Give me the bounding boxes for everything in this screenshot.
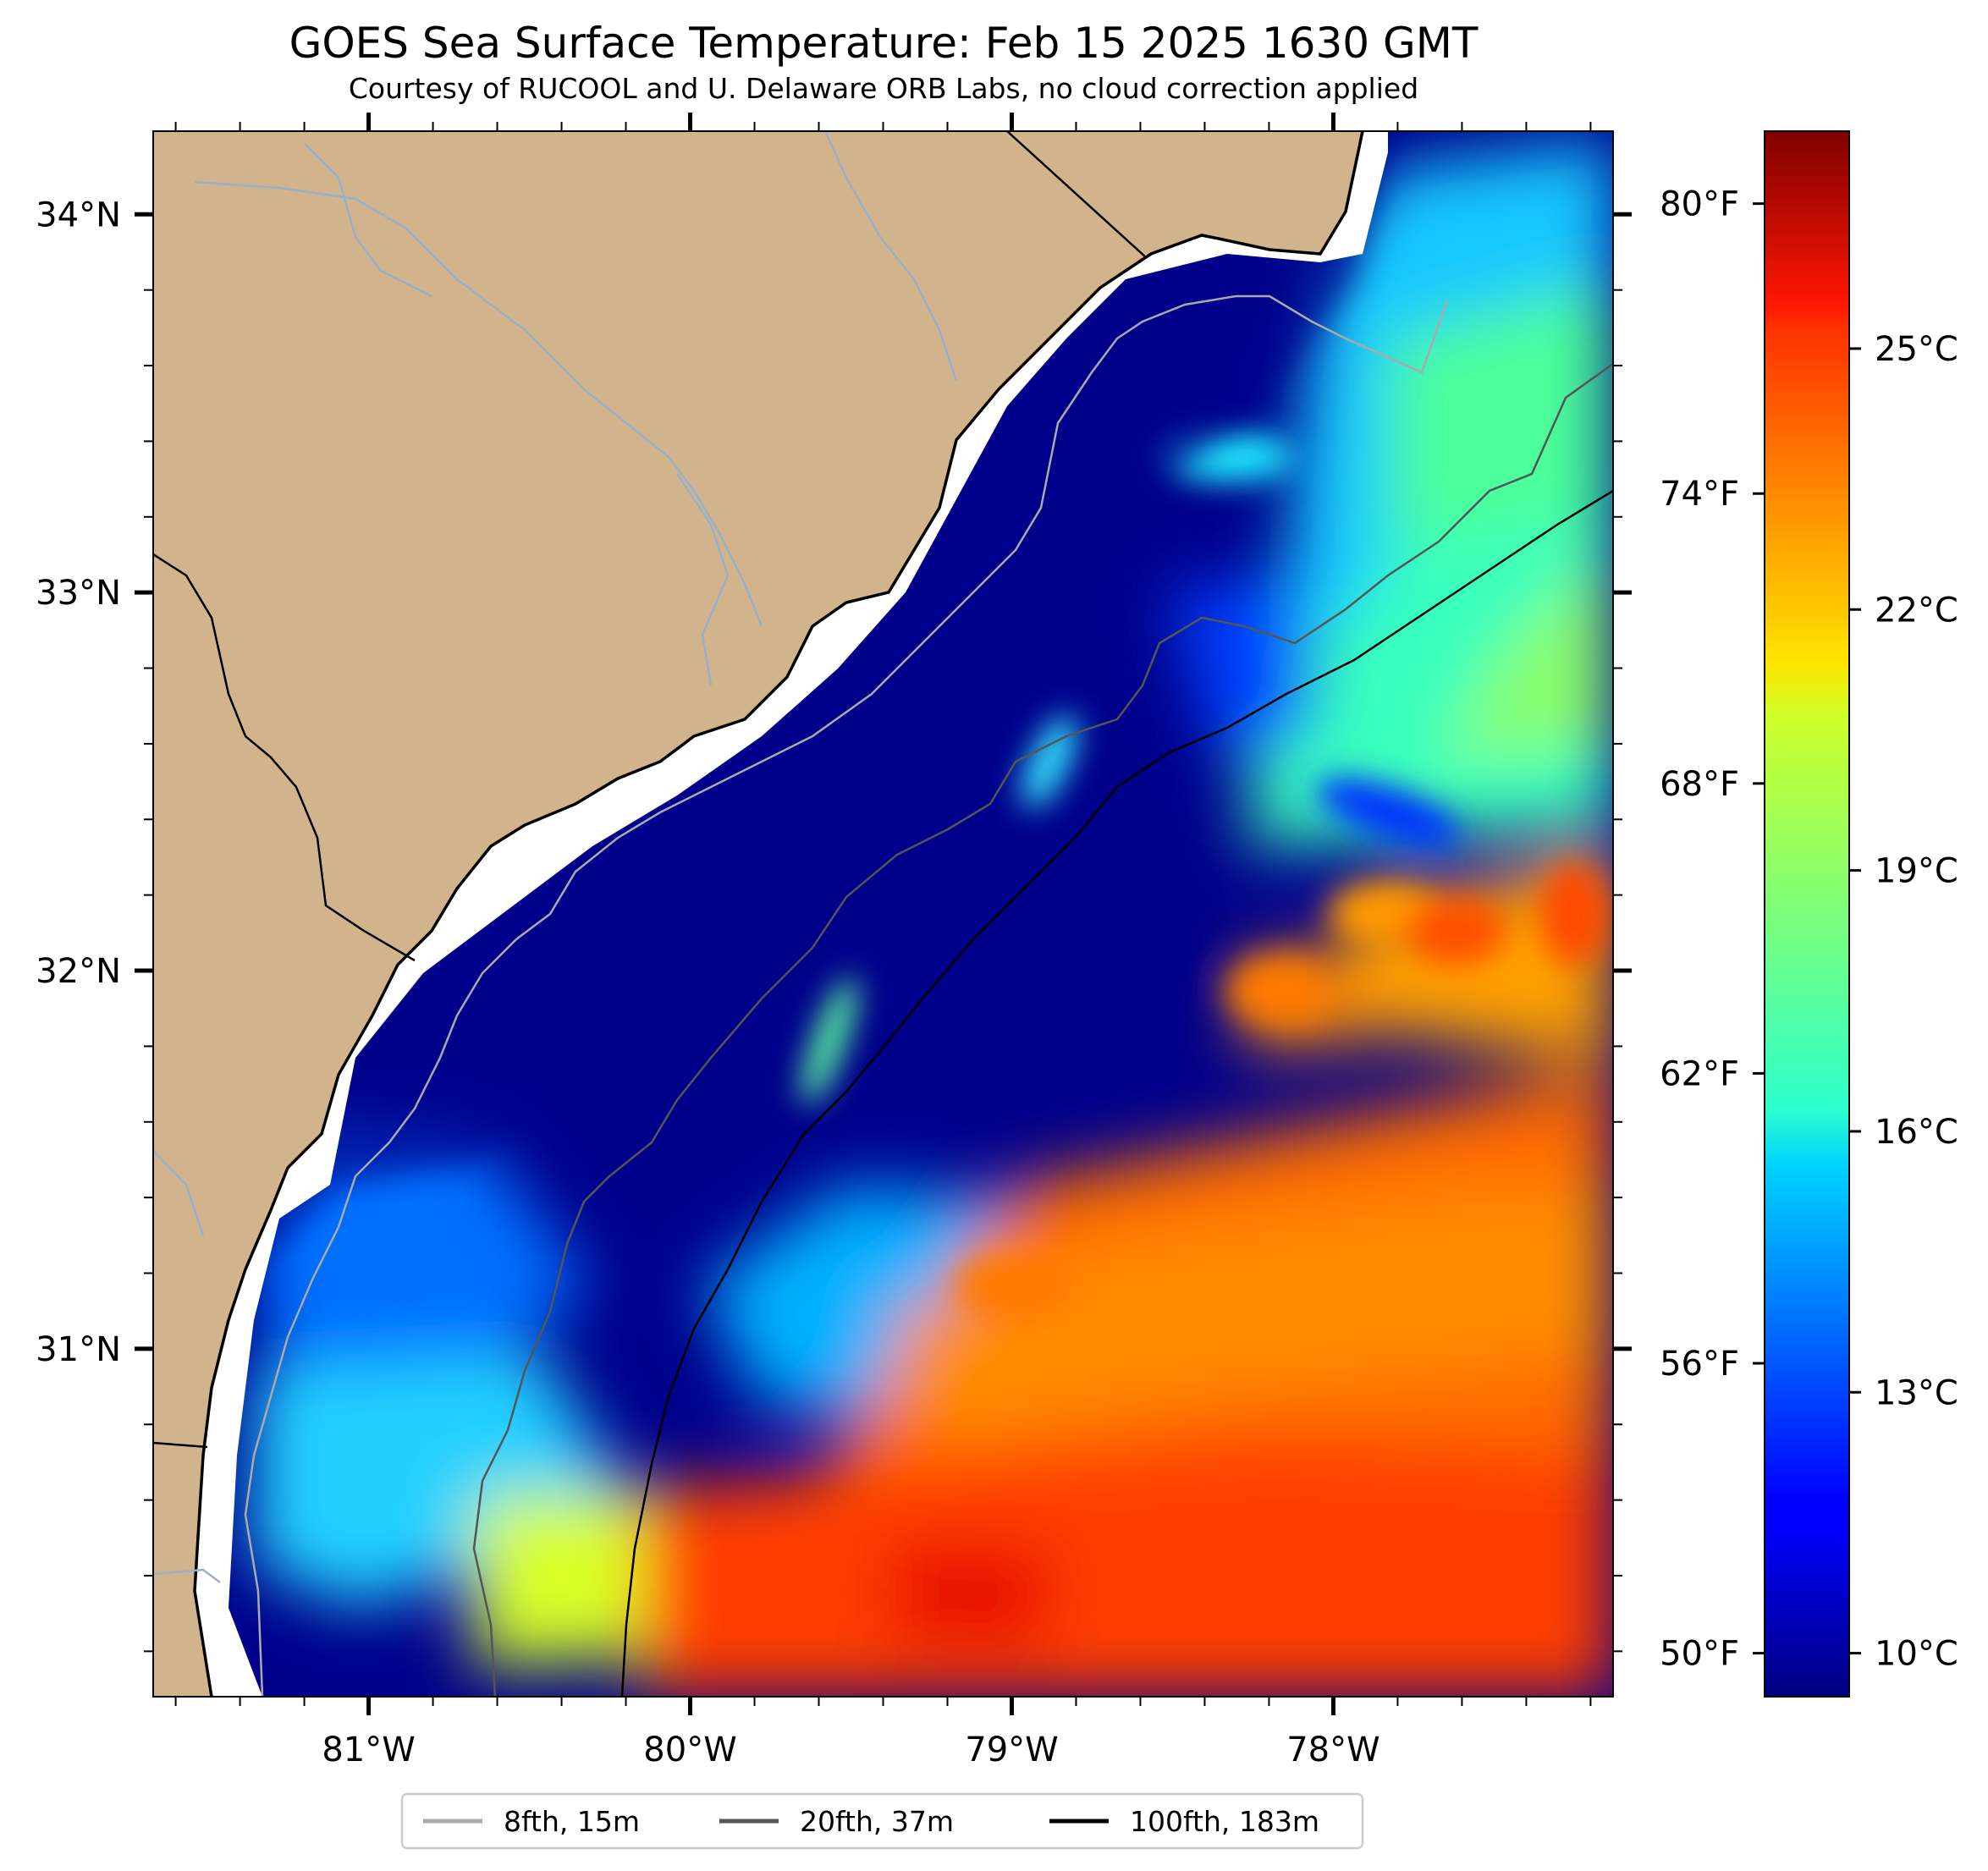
celsius-tick-label: 19°C bbox=[1875, 852, 1958, 891]
celsius-tick-label: 22°C bbox=[1875, 591, 1958, 630]
lon-tick-label: 79°W bbox=[965, 1731, 1058, 1769]
map-subtitle: Courtesy of RUCOOL and U. Delaware ORB L… bbox=[349, 72, 1418, 105]
map-panel bbox=[153, 131, 1613, 1697]
lon-tick-label: 81°W bbox=[322, 1731, 415, 1769]
celsius-tick-label: 16°C bbox=[1875, 1113, 1958, 1152]
lon-tick-label: 80°W bbox=[643, 1731, 736, 1769]
legend-label: 8fth, 15m bbox=[504, 1805, 640, 1838]
legend-label: 20fth, 37m bbox=[800, 1805, 954, 1838]
legend-box bbox=[400, 1792, 1364, 1850]
coastline bbox=[193, 131, 1364, 1697]
celsius-tick-label: 13°C bbox=[1875, 1373, 1958, 1412]
rivers bbox=[153, 131, 958, 1583]
lat-tick-label: 32°N bbox=[36, 952, 121, 991]
map-axes: 81°W 80°W 79°W 78°W 34°N 33°N 32°N 31°N bbox=[36, 113, 1632, 1769]
legend: 8fth, 15m 20fth, 37m 100fth, 183m bbox=[400, 1792, 1364, 1850]
fahrenheit-tick-label: 80°F bbox=[1660, 185, 1739, 224]
fahrenheit-tick-label: 62°F bbox=[1660, 1054, 1739, 1093]
celsius-tick-label: 25°C bbox=[1875, 330, 1958, 369]
celsius-tick-label: 10°C bbox=[1875, 1635, 1958, 1674]
fahrenheit-tick-label: 56°F bbox=[1660, 1345, 1739, 1384]
isobath-37m bbox=[472, 362, 1613, 1697]
colorbar: 25°C 22°C 19°C 16°C 13°C 10°C 80°F 74°F 68°F 62°F… bbox=[1660, 130, 1958, 1698]
fahrenheit-tick-label: 68°F bbox=[1660, 765, 1739, 804]
state-border-sc-ga bbox=[153, 553, 416, 962]
fahrenheit-tick-label: 74°F bbox=[1660, 475, 1739, 514]
colorbar-axes: 25°C 22°C 19°C 16°C 13°C 10°C 80°F 74°F 68°F 62°F… bbox=[1660, 185, 1958, 1674]
map-title: GOES Sea Surface Temperature: Feb 15 202… bbox=[289, 19, 1479, 68]
lat-tick-label: 31°N bbox=[36, 1330, 121, 1369]
colorbar-ramp bbox=[1764, 130, 1850, 1698]
state-border-nc-sc bbox=[1006, 131, 1148, 259]
state-border-ga-fl bbox=[153, 1441, 208, 1449]
isobath-15m bbox=[244, 294, 1449, 1697]
lat-tick-label: 34°N bbox=[36, 195, 121, 234]
legend-label: 100fth, 183m bbox=[1130, 1805, 1319, 1838]
lon-tick-label: 78°W bbox=[1286, 1731, 1379, 1769]
fahrenheit-tick-label: 50°F bbox=[1660, 1635, 1739, 1674]
land-mass bbox=[153, 131, 1363, 1697]
lat-tick-label: 33°N bbox=[36, 574, 121, 613]
isobath-183m bbox=[620, 489, 1613, 1697]
